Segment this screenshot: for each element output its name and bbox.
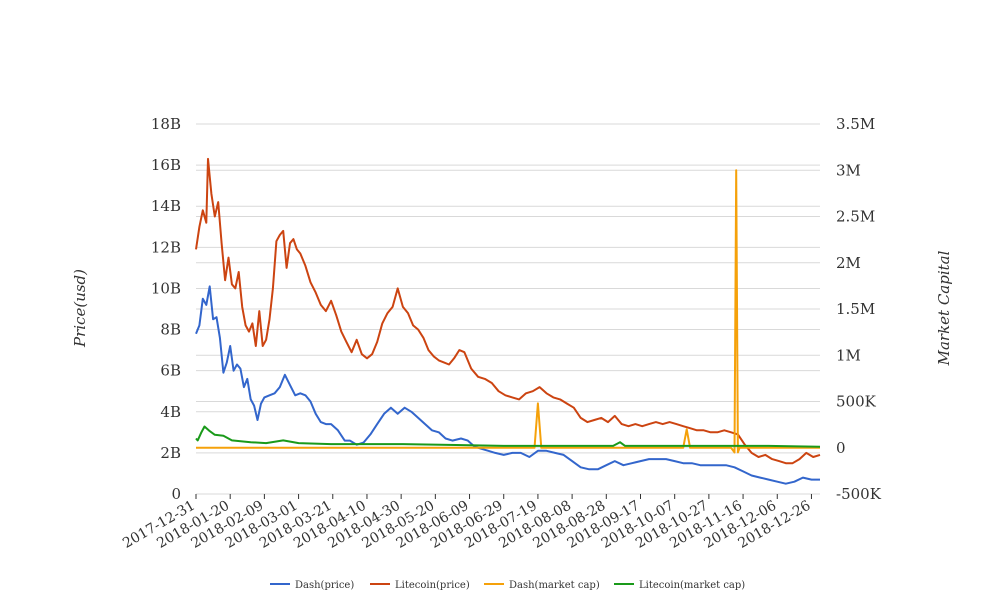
series-line-litecoin-price [195, 157, 821, 465]
grid-lines [196, 123, 820, 495]
left-y-tick-label: 16B [151, 156, 181, 174]
x-axis: 2017-12-312018-01-202018-02-092018-03-01… [120, 494, 814, 552]
right-y-tick-label: 3.5M [836, 115, 875, 133]
left-y-axis: 0 2B 4B 6B 8B 10B 12B 14B 16B 18B [151, 115, 181, 503]
left-y-tick-label: 0 [171, 485, 181, 503]
left-y-tick-label: 2B [160, 444, 181, 462]
left-y-tick-label: 10B [151, 279, 181, 297]
left-y-tick-label: 12B [151, 238, 181, 256]
right-y-tick-label: -500K [836, 485, 882, 503]
left-y-tick-label: 18B [151, 115, 181, 133]
left-y-tick-label: 14B [151, 197, 181, 215]
series-line-dash-price [195, 285, 820, 485]
right-y-tick-label: 2M [836, 254, 861, 272]
series-line-dash-market-cap [196, 169, 820, 454]
series-line-litecoin-market-cap [195, 425, 821, 448]
right-y-tick-label: 1.5M [836, 300, 875, 318]
right-y-tick-label: 3M [836, 161, 861, 179]
right-axis-title: Market Capital [935, 250, 953, 366]
right-y-tick-label: 0 [836, 439, 846, 457]
legend-label: Dash(market cap) [509, 580, 600, 591]
right-y-tick-label: 2.5M [836, 208, 875, 226]
left-y-tick-label: 4B [160, 403, 181, 421]
series-group [195, 157, 821, 485]
legend-label: Litecoin(market cap) [639, 580, 745, 591]
right-y-tick-label: 1M [836, 346, 861, 364]
right-y-tick-label: 500K [836, 393, 877, 411]
left-axis-title: Price(usd) [71, 269, 89, 348]
legend: Dash(price) Litecoin(price) Dash(market ca… [270, 580, 745, 591]
left-y-tick-label: 6B [160, 362, 181, 380]
legend-label: Dash(price) [295, 580, 354, 591]
legend-label: Litecoin(price) [395, 580, 470, 591]
right-y-axis: -500K 0 500K 1M 1.5M 2M 2.5M 3M 3.5M [836, 115, 882, 503]
left-y-tick-label: 8B [160, 321, 181, 339]
